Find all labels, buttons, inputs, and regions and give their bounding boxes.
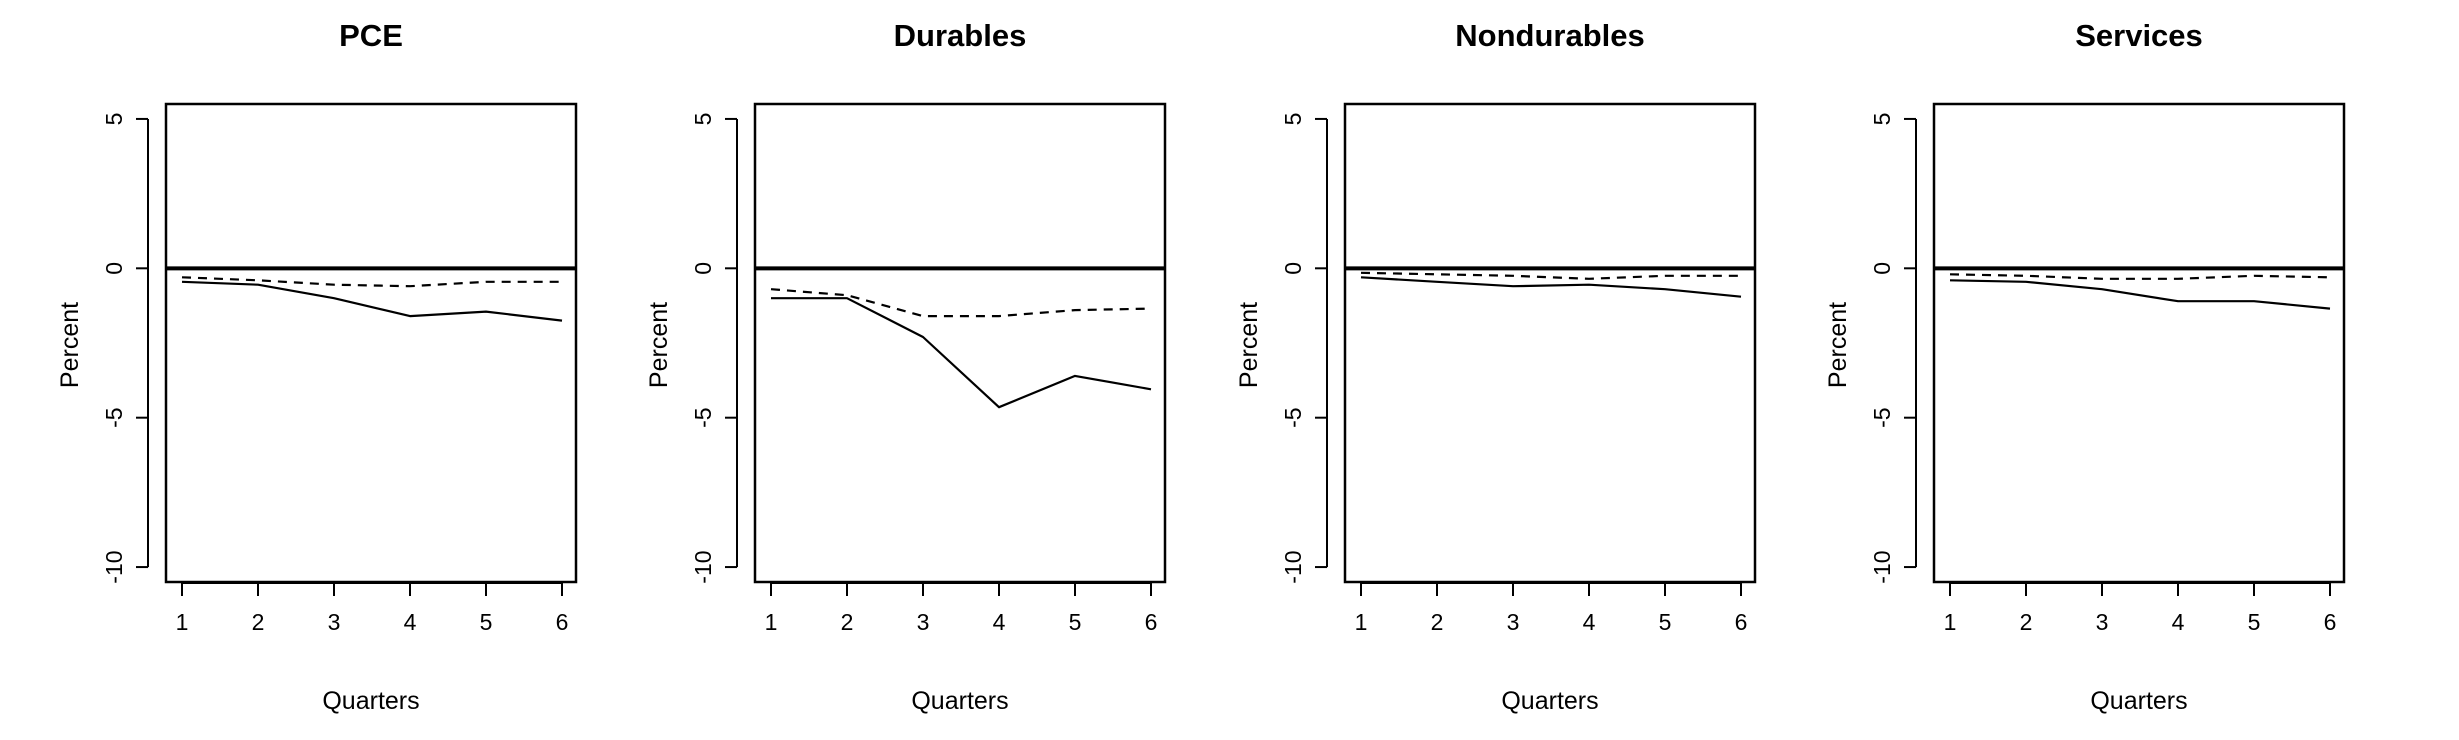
y-tick-label: -5 bbox=[101, 407, 127, 427]
x-tick-label: 4 bbox=[1583, 609, 1596, 635]
x-tick-label: 1 bbox=[765, 609, 778, 635]
series-line-dashed bbox=[1949, 273, 2331, 280]
chart-title: PCE bbox=[339, 18, 403, 53]
y-tick-label: -5 bbox=[1869, 407, 1895, 427]
y-tick-label: 0 bbox=[1280, 262, 1306, 275]
chart-title: Durables bbox=[894, 18, 1027, 53]
x-tick-label: 3 bbox=[917, 609, 930, 635]
series-line-solid bbox=[181, 280, 563, 322]
x-tick-label: 6 bbox=[1145, 609, 1158, 635]
chart-title: Services bbox=[2075, 18, 2203, 53]
chart-title: Nondurables bbox=[1455, 18, 1644, 53]
x-axis-label: Quarters bbox=[911, 687, 1008, 715]
plot-frame bbox=[753, 102, 1167, 584]
chart-panel-pce: PCE 5 0 -5 -10 1 2 3 4 5 6 Quarters Percent bbox=[56, 18, 578, 715]
x-tick-label: 6 bbox=[556, 609, 569, 635]
y-tick-label: -10 bbox=[690, 550, 716, 583]
y-tick-label: 5 bbox=[1280, 113, 1306, 126]
y-tick-label: -10 bbox=[1869, 550, 1895, 583]
x-tick-label: 3 bbox=[1507, 609, 1520, 635]
x-tick-label: 1 bbox=[1355, 609, 1368, 635]
x-tick-label: 4 bbox=[993, 609, 1006, 635]
x-tick-label: 5 bbox=[480, 609, 493, 635]
y-tick-label: -5 bbox=[1280, 407, 1306, 427]
plot-frame bbox=[1343, 102, 1757, 584]
y-tick-label: 5 bbox=[101, 113, 127, 126]
series-line-solid bbox=[1949, 279, 2331, 310]
x-tick-label: 6 bbox=[1735, 609, 1748, 635]
y-axis-label: Percent bbox=[56, 302, 84, 388]
series-line-dashed bbox=[1360, 271, 1741, 280]
x-tick-label: 2 bbox=[1431, 609, 1444, 635]
chart-panel-durables: Durables 5 0 -5 -10 1 2 3 4 5 6 Quarters Percent bbox=[645, 18, 1167, 715]
x-tick-label: 5 bbox=[1659, 609, 1672, 635]
series-line-dashed bbox=[770, 288, 1152, 318]
y-tick-label: -5 bbox=[690, 407, 716, 427]
y-tick-label: -10 bbox=[1280, 550, 1306, 583]
y-tick-label: 5 bbox=[1869, 113, 1895, 126]
x-axis-label: Quarters bbox=[2090, 687, 2187, 715]
x-tick-label: 6 bbox=[2324, 609, 2337, 635]
x-tick-label: 3 bbox=[328, 609, 341, 635]
y-tick-label: 0 bbox=[101, 262, 127, 275]
x-axis-label: Quarters bbox=[1501, 687, 1598, 715]
x-tick-label: 5 bbox=[1069, 609, 1082, 635]
y-tick-label: 5 bbox=[690, 113, 716, 126]
y-tick-label: 0 bbox=[1869, 262, 1895, 275]
y-tick-label: -10 bbox=[101, 550, 127, 583]
y-axis-label: Percent bbox=[1824, 302, 1852, 388]
x-tick-label: 2 bbox=[841, 609, 854, 635]
x-tick-label: 1 bbox=[1944, 609, 1957, 635]
series-line-solid bbox=[1360, 276, 1742, 298]
x-tick-label: 4 bbox=[2172, 609, 2185, 635]
x-tick-label: 3 bbox=[2096, 609, 2109, 635]
chart-panel-nondurables: Nondurables 5 0 -5 -10 1 2 3 4 5 6 Quarters Percent bbox=[1235, 18, 1757, 715]
x-tick-label: 5 bbox=[2248, 609, 2261, 635]
x-tick-label: 2 bbox=[2020, 609, 2033, 635]
x-tick-label: 2 bbox=[252, 609, 265, 635]
y-axis-label: Percent bbox=[645, 302, 673, 388]
x-tick-label: 4 bbox=[404, 609, 417, 635]
plot-frame bbox=[164, 102, 578, 584]
series-line-solid bbox=[771, 297, 1152, 409]
plot-frame bbox=[1932, 102, 2346, 584]
y-tick-label: 0 bbox=[690, 262, 716, 275]
y-axis-label: Percent bbox=[1235, 302, 1263, 388]
x-axis-label: Quarters bbox=[322, 687, 419, 715]
x-tick-label: 1 bbox=[176, 609, 189, 635]
chart-panel-services: Services 5 0 -5 -10 1 2 3 4 5 6 Quarters Percent bbox=[1824, 18, 2346, 715]
